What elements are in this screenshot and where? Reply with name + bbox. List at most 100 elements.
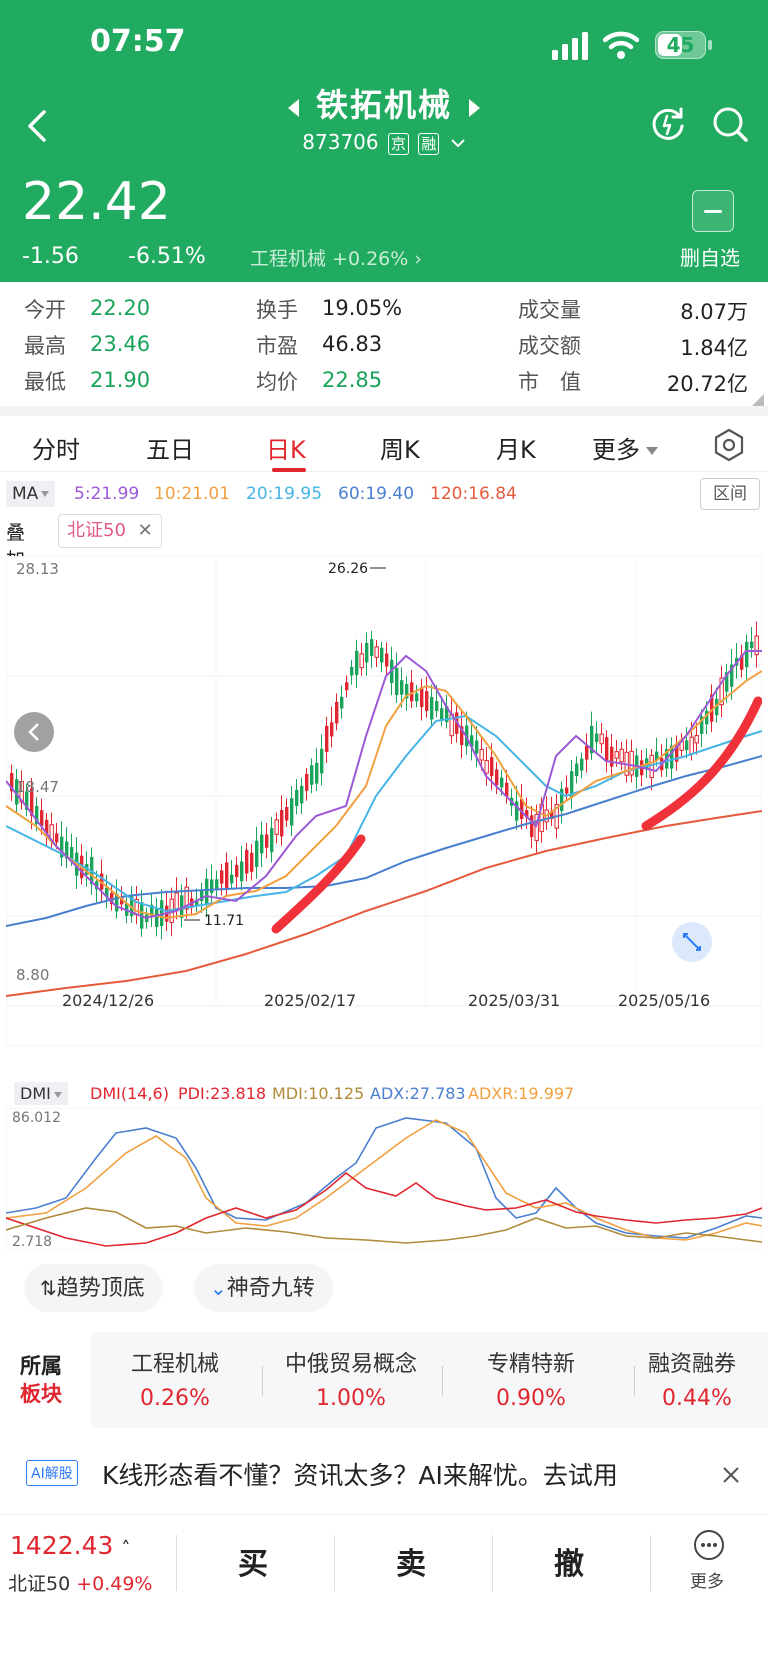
candle-body [719,677,724,706]
min-price-label: 11.71 [204,913,244,929]
avg-value: 22.85 [322,368,383,392]
ma-selector[interactable]: MA [6,481,56,507]
chart-tabs: 分时 五日 日K 周K 月K 更多 [0,416,768,472]
candle-body [705,710,709,725]
stock-name: 铁拓机械 [315,86,452,124]
trend-top-bottom-button[interactable]: ⇅趋势顶底 [24,1264,163,1312]
candle-body [255,840,259,867]
candle-body [745,641,749,668]
tab-intraday[interactable]: 分时 [32,436,80,464]
ai-banner-text[interactable]: K线形态看不懂？资讯太多？AI来解忧。去试用 [102,1461,618,1490]
candle-body [215,879,219,889]
volume-label: 成交量 [518,298,581,322]
prev-stock-icon[interactable] [287,98,299,117]
tab-weekly-k[interactable]: 周K [380,436,420,464]
remove-watchlist-button[interactable] [692,190,734,232]
corner-expand-icon[interactable] [750,394,764,408]
low-value: 21.90 [90,368,151,392]
price-change: -1.56 [22,244,79,269]
tab-daily-k[interactable]: 日K [266,436,306,464]
margin-tag: 融 [418,133,440,155]
fullscreen-button[interactable] [672,922,712,962]
candle-body [575,763,579,777]
refresh-icon[interactable] [648,104,688,144]
candle-body [565,787,569,794]
next-stock-icon[interactable] [469,98,481,117]
back-icon[interactable] [20,104,56,148]
candle-body [610,746,614,767]
ma120-line [6,810,762,997]
candle-body [754,635,759,656]
sector-name: 中俄贸易概念 [284,1352,417,1377]
candle-body [715,698,719,716]
candle-body [460,726,464,746]
indicator-selector[interactable]: DMI [14,1082,68,1105]
magic-nine-button[interactable]: ⌄神奇九转 [194,1264,333,1312]
sector-heading: 所属 板块 [20,1352,62,1408]
candle-body [740,655,744,670]
sector-item[interactable]: 专精特新 0.90% [446,1346,616,1411]
close-icon[interactable]: ✕ [137,520,153,541]
candle-body [605,737,609,761]
chevron-down-icon[interactable] [450,137,466,149]
sector-item[interactable]: 工程机械 0.26% [90,1346,260,1411]
ma20-line [6,714,762,913]
candle-body [560,788,564,812]
candle-body [595,733,599,743]
close-icon[interactable] [720,1464,742,1486]
ai-banner[interactable]: AI解股 K线形态看不懂？资讯太多？AI来解忧。去试用 [0,1448,768,1504]
dmi-bottom-label: 2.718 [12,1234,52,1250]
buy-button[interactable]: 买 [238,1547,268,1582]
candle-body [694,735,699,744]
more-icon[interactable] [693,1529,725,1561]
stock-code: 873706 [302,130,379,154]
candle-body [280,810,284,837]
remove-watchlist-label[interactable]: 删自选 [680,246,740,270]
exchange-tag: 京 [387,133,409,155]
candle-body [330,722,334,737]
sector-item[interactable]: 中俄贸易概念 1.00% [266,1346,436,1411]
tab-more-label: 更多 [592,436,640,464]
industry-link[interactable]: 工程机械 +0.26% › [250,248,422,270]
candle-body [305,773,309,791]
search-icon[interactable] [710,104,750,144]
adx-value: ADX:27.783 [370,1084,466,1103]
candle-body [285,806,289,821]
price-change-pct: -6.51% [128,244,206,269]
range-button[interactable]: 区间 [700,478,760,510]
candle-body [55,833,59,843]
turnover-label: 换手 [256,298,298,322]
index-value-row[interactable]: 1422.43 ˄ [10,1531,130,1560]
overlay-index-chip[interactable]: 北证50 ✕ [58,514,162,548]
high-value: 23.46 [90,332,151,356]
tab-monthly-k[interactable]: 月K [496,436,536,464]
chevron-down-icon [646,447,658,455]
sell-button[interactable]: 卖 [396,1547,426,1582]
sector-block: 所属 板块 工程机械 0.26% 中俄贸易概念 1.00% 专精特新 0.90%… [0,1332,768,1428]
tab-more[interactable]: 更多 [592,430,658,465]
candle-body [655,751,659,761]
candle-body [484,760,489,774]
sector-item[interactable]: 融资融券 0.44% [636,1346,768,1411]
candle-body [550,810,554,819]
scroll-left-button[interactable] [14,712,54,752]
divider [492,1535,493,1591]
max-price-label: 26.26 [328,561,368,577]
quote-stats: 今开 22.20 最高 23.46 最低 21.90 换手 19.05% 市盈 … [0,282,768,410]
pe-value: 46.83 [322,332,383,356]
sector-name: 工程机械 [130,1352,219,1377]
cancel-order-button[interactable]: 撤 [554,1547,584,1582]
ma60-line [6,755,762,927]
candle-body [345,682,349,691]
kline-chart[interactable]: 28.13 18.47 8.80 26.26 11.71 2024/12/26 … [6,556,762,1046]
candle-body [320,748,324,774]
dmi-chart: 86.012 2.718 [6,1108,762,1250]
more-label[interactable]: 更多 [690,1572,724,1592]
candle-body [670,745,674,769]
ai-tag: AI解股 [26,1460,78,1486]
candle-body [310,765,314,785]
candle-body [689,736,694,755]
candle-body [235,864,239,878]
tab-five-day[interactable]: 五日 [146,436,194,464]
settings-icon[interactable] [712,428,746,462]
